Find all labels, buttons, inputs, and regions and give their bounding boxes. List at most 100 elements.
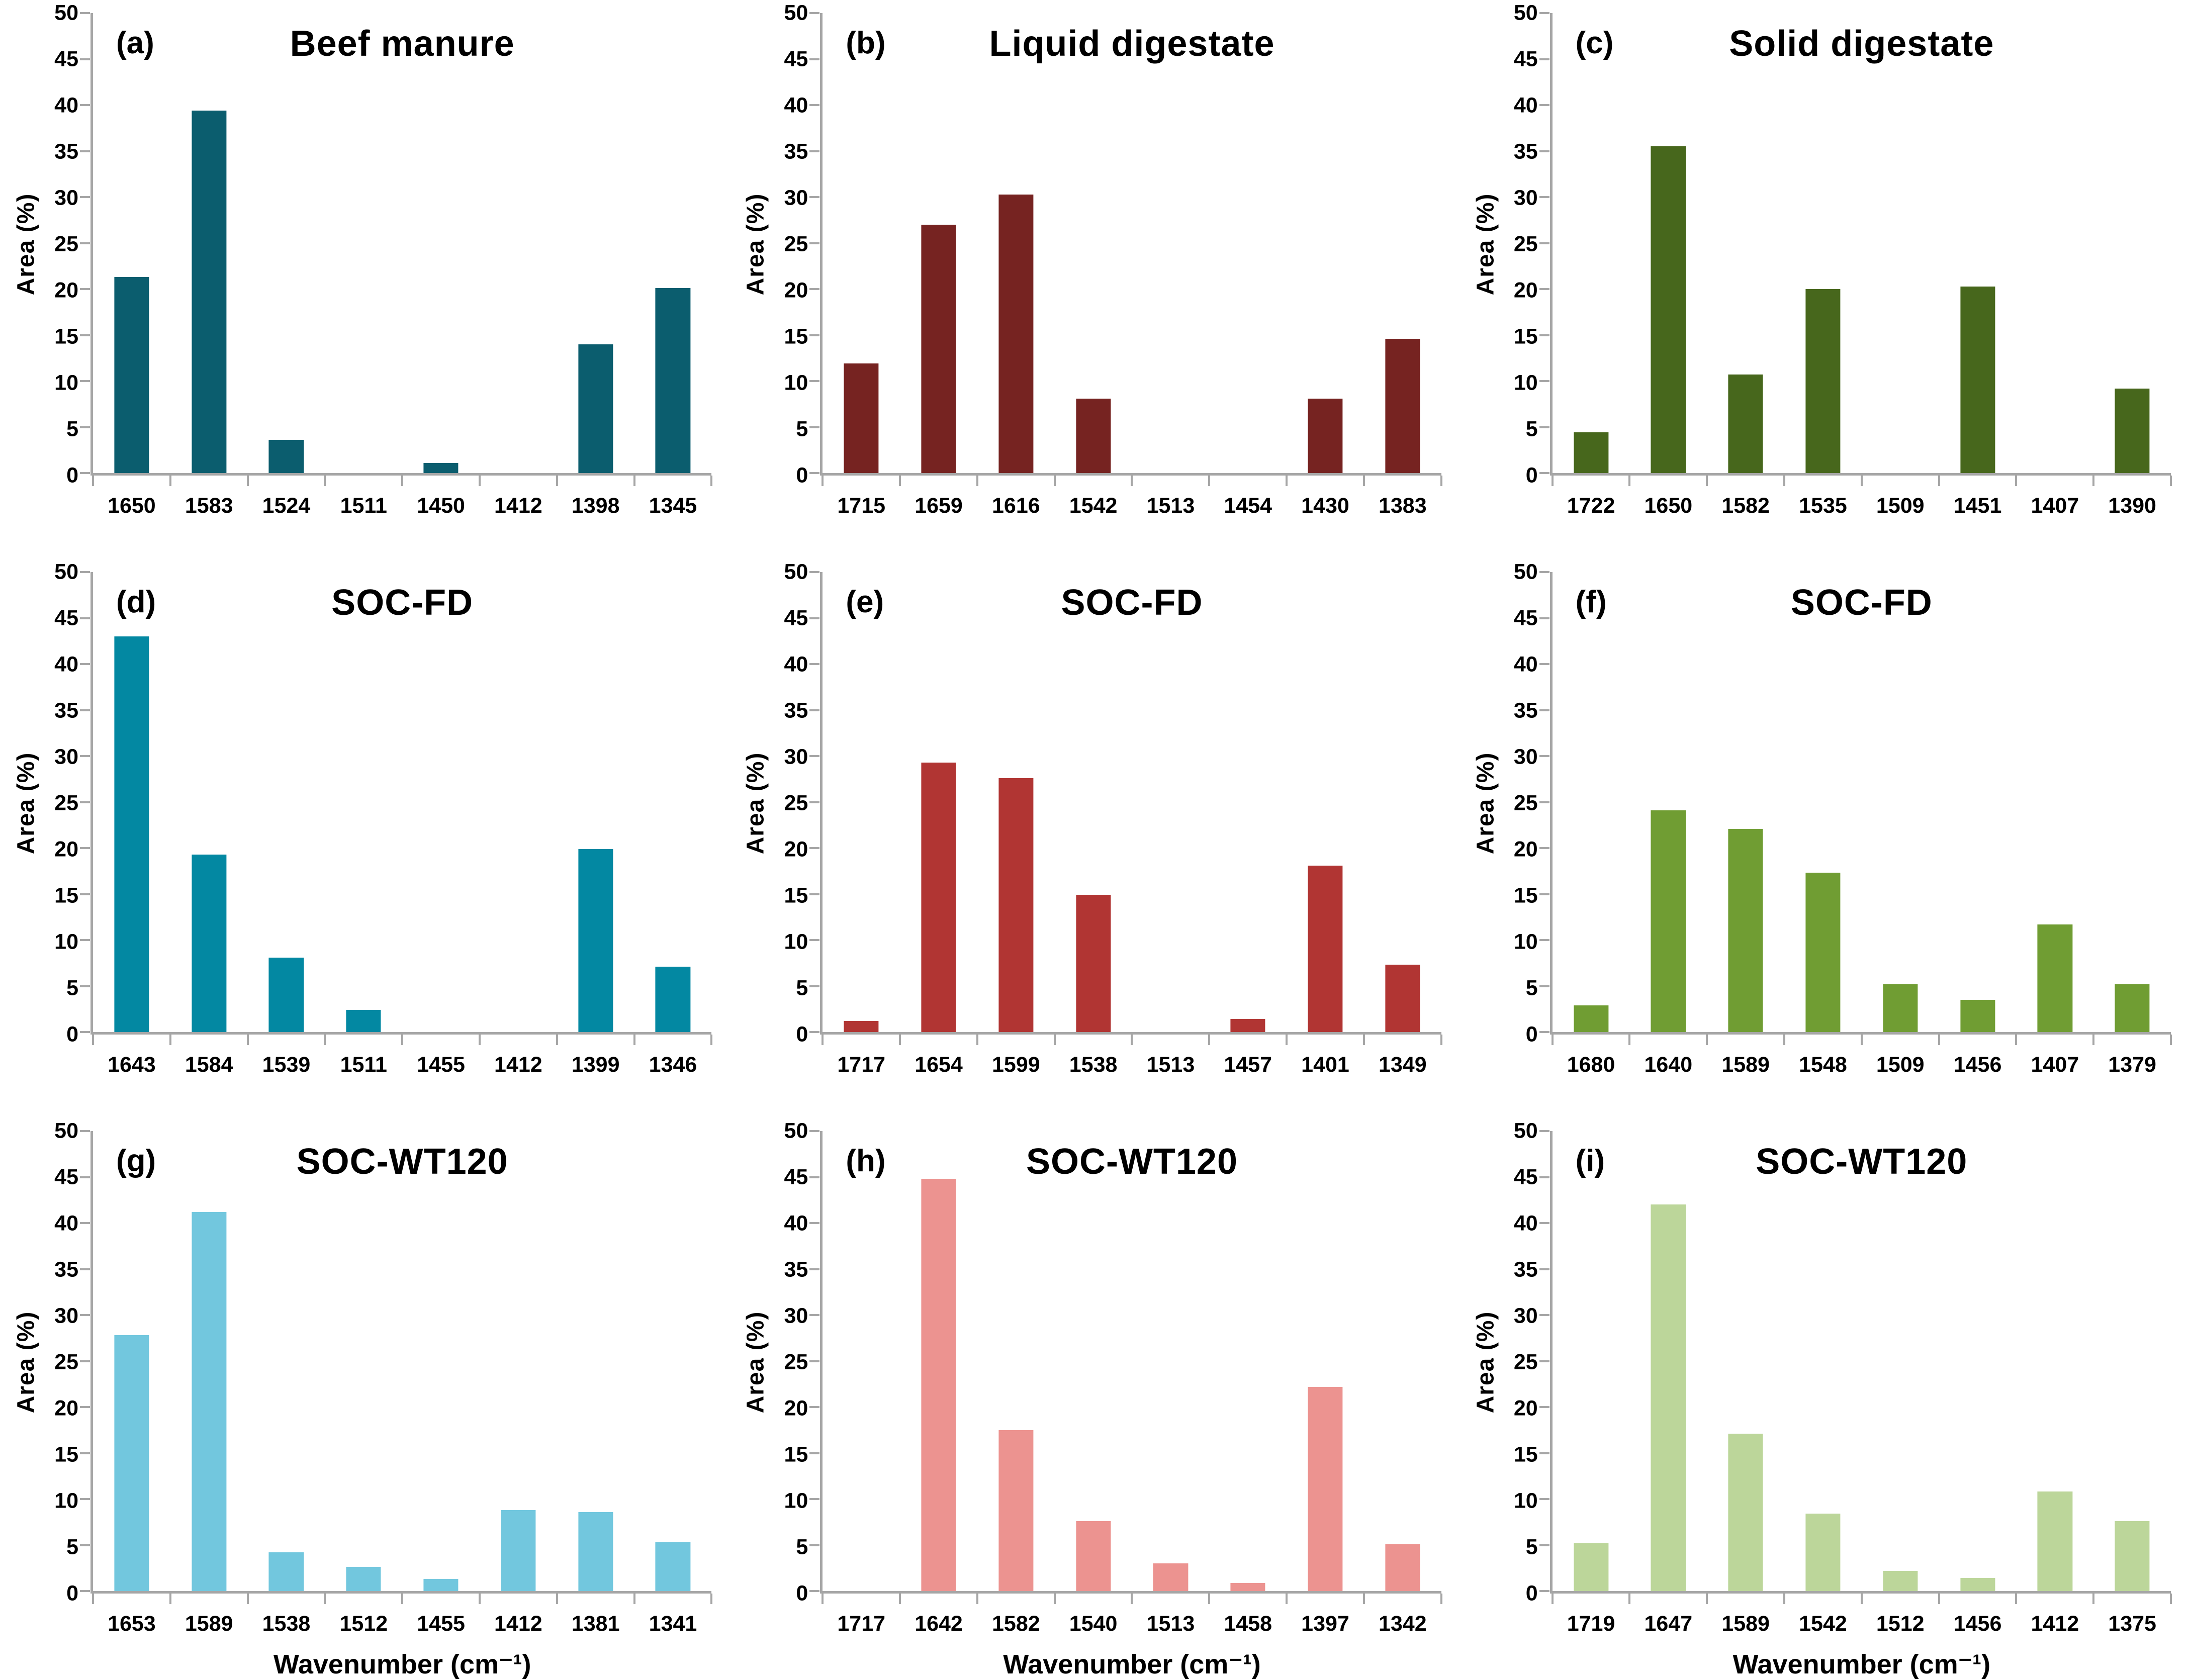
y-tick-mark xyxy=(1539,1130,1549,1132)
y-axis-title: Area (%) xyxy=(742,752,769,855)
chart-title: SOC-FD xyxy=(1061,583,1203,623)
y-tick-label: 10 xyxy=(1513,1488,1538,1513)
y-tick-mark xyxy=(1539,985,1549,987)
x-tick-mark xyxy=(633,1035,635,1045)
y-tick-label: 35 xyxy=(784,698,808,723)
x-axis-labels: 1722 1650 1582 1535 1509 1451 1407 1390 xyxy=(1553,494,2171,518)
panel-letter: (a) xyxy=(116,26,154,60)
x-tick-label: 1653 xyxy=(108,1612,156,1636)
bar-1524 xyxy=(268,440,304,473)
y-tick-mark xyxy=(80,1590,90,1592)
bar-1383 xyxy=(1385,338,1420,473)
x-tick-mark xyxy=(2170,1594,2172,1604)
x-tick-label: 1654 xyxy=(915,1053,963,1077)
y-tick-mark xyxy=(1539,12,1549,14)
bar-1589 xyxy=(192,1212,227,1591)
y-tick-mark xyxy=(809,801,820,803)
y-axis-title: Area (%) xyxy=(742,193,769,296)
x-tick-mark xyxy=(2015,1035,2018,1045)
bar-1719 xyxy=(1573,1543,1609,1591)
y-tick-mark xyxy=(80,104,90,106)
bar-1381 xyxy=(578,1512,613,1591)
y-tick-label: 20 xyxy=(54,278,78,303)
chart-panel-a: Area (%) 0 5 10 15 20 25 30 35 40 45 50 (a) Beef manu… xyxy=(0,0,729,559)
y-tick-label: 40 xyxy=(54,1211,78,1236)
x-tick-mark xyxy=(2015,1594,2018,1604)
y-tick-mark xyxy=(809,1268,820,1270)
y-tick-mark xyxy=(809,663,820,665)
x-tick-mark xyxy=(246,1594,249,1604)
panel-letter: (b) xyxy=(846,26,886,60)
y-tick-mark xyxy=(80,893,90,895)
x-tick-mark xyxy=(1628,1035,1631,1045)
x-tick-mark xyxy=(1362,1035,1365,1045)
bar-1650 xyxy=(1651,146,1686,473)
y-tick-mark xyxy=(1539,1176,1549,1178)
x-tick-label: 1349 xyxy=(1378,1053,1427,1077)
x-tick-mark xyxy=(2092,1035,2095,1045)
y-tick-label: 30 xyxy=(54,1303,78,1328)
y-tick-label: 30 xyxy=(54,744,78,769)
x-tick-mark xyxy=(1440,1035,1442,1045)
x-tick-label: 1390 xyxy=(2108,494,2156,518)
y-tick-mark xyxy=(80,334,90,336)
chart-panel-e: Area (%) 0 5 10 15 20 25 30 35 40 45 50 (e) SOC-FD 171… xyxy=(729,559,1459,1118)
y-tick-label: 15 xyxy=(784,1442,808,1467)
x-tick-mark xyxy=(1938,1594,1940,1604)
y-tick-mark xyxy=(1539,709,1549,711)
y-axis-labels: 0 5 10 15 20 25 30 35 40 45 50 xyxy=(42,1120,90,1604)
x-tick-label: 1509 xyxy=(1876,1053,1925,1077)
x-tick-label: 1538 xyxy=(262,1612,311,1636)
y-axis-title: Area (%) xyxy=(13,1311,40,1414)
chart-panel-i: Area (%) 0 5 10 15 20 25 30 35 40 45 50 (i) SOC-WT120… xyxy=(1460,1118,2189,1679)
x-tick-label: 1643 xyxy=(108,1053,156,1077)
x-tick-mark xyxy=(2092,1594,2095,1604)
bar-1397 xyxy=(1308,1386,1343,1591)
chart-panel-c: Area (%) 0 5 10 15 20 25 30 35 40 45 50 (c) Solid dig… xyxy=(1460,0,2189,559)
x-tick-label: 1407 xyxy=(2031,494,2079,518)
x-tick-mark xyxy=(1362,1594,1365,1604)
y-tick-label: 35 xyxy=(784,139,808,164)
y-tick-mark xyxy=(1539,426,1549,428)
x-tick-label: 1451 xyxy=(1953,494,2002,518)
chart-title: SOC-WT120 xyxy=(296,1142,508,1182)
y-tick-label: 10 xyxy=(1513,370,1538,395)
y-tick-mark xyxy=(80,1268,90,1270)
x-tick-label: 1412 xyxy=(2031,1612,2079,1636)
bar-1511 xyxy=(346,1010,381,1032)
chart-body: Area (%) 0 5 10 15 20 25 30 35 40 45 50 (h) SOC-WT120 xyxy=(740,1120,1442,1604)
x-tick-label: 1642 xyxy=(915,1612,963,1636)
x-tick-label: 1397 xyxy=(1301,1612,1349,1636)
bar-1412 xyxy=(2037,1491,2072,1591)
x-tick-label: 1616 xyxy=(991,494,1040,518)
y-axis-title: Area (%) xyxy=(13,193,40,296)
y-tick-label: 45 xyxy=(54,1165,78,1189)
y-tick-label: 45 xyxy=(1513,1165,1538,1189)
x-tick-mark xyxy=(1938,476,1940,486)
y-axis-title: Area (%) xyxy=(1472,752,1499,855)
y-tick-mark xyxy=(809,1176,820,1178)
panel-letter: (f) xyxy=(1575,585,1607,619)
y-tick-mark xyxy=(1539,1222,1549,1224)
x-tick-mark xyxy=(169,1035,171,1045)
y-tick-mark xyxy=(1539,472,1549,474)
x-tick-mark xyxy=(633,1594,635,1604)
y-tick-label: 35 xyxy=(54,1257,78,1282)
y-tick-label: 25 xyxy=(1513,1350,1538,1374)
y-tick-label: 0 xyxy=(66,1581,78,1606)
y-tick-label: 25 xyxy=(54,1350,78,1374)
y-tick-mark xyxy=(1539,1314,1549,1316)
x-tick-mark xyxy=(976,1035,978,1045)
panel-letter: (c) xyxy=(1575,26,1614,60)
y-tick-mark xyxy=(809,617,820,619)
x-tick-mark xyxy=(1706,1594,1708,1604)
y-tick-mark xyxy=(80,1544,90,1546)
x-tick-label: 1401 xyxy=(1301,1053,1349,1077)
x-tick-mark xyxy=(1208,1035,1211,1045)
plot-area: (b) Liquid digestate xyxy=(809,12,1442,486)
x-tick-mark xyxy=(169,1594,171,1604)
y-tick-mark xyxy=(809,1452,820,1454)
x-tick-mark xyxy=(92,476,94,486)
y-tick-label: 5 xyxy=(66,976,78,1000)
